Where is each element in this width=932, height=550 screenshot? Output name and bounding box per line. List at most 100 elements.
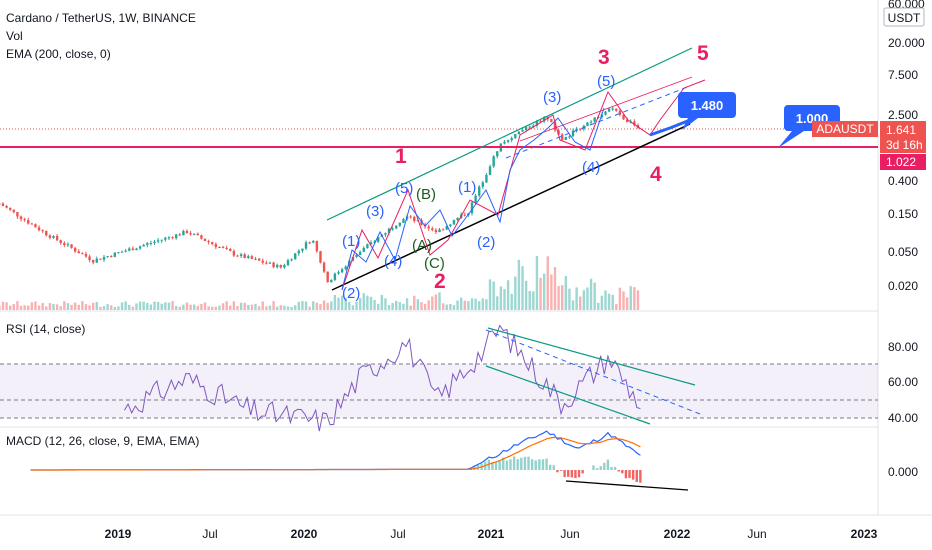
macd-histogram: [469, 456, 642, 483]
ema-legend[interactable]: EMA (200, close, 0): [6, 47, 111, 61]
volume-bar: [568, 288, 571, 310]
volume-bar: [636, 290, 640, 310]
red-trend-line[interactable]: [519, 76, 693, 142]
candle-body: [160, 239, 163, 241]
candle-body: [391, 228, 394, 230]
volume-bar: [319, 304, 322, 310]
rsi-legend[interactable]: RSI (14, close): [6, 322, 85, 336]
volume-bar: [416, 299, 420, 310]
price-tick: 20.000: [888, 36, 925, 50]
volume-bar: [557, 285, 560, 310]
macd-hist-bar: [631, 470, 635, 480]
wave-label-b: (B): [416, 186, 436, 203]
macd-legend[interactable]: MACD (12, 26, close, 9, EMA, EMA): [6, 434, 199, 448]
rsi-channel-lower[interactable]: [485, 365, 651, 425]
candle-body: [41, 230, 44, 232]
volume-bar: [409, 305, 412, 310]
candle-body: [376, 237, 380, 242]
candle-body: [560, 134, 564, 140]
volume-bar: [95, 302, 98, 310]
candle-body: [178, 234, 181, 236]
target-callout-1[interactable]: [678, 92, 736, 118]
volume-bar: [362, 293, 365, 310]
macd-tick: 0.000: [888, 465, 918, 479]
candle-body: [553, 122, 557, 131]
channel-upper-line[interactable]: [326, 47, 693, 221]
volume-bar: [308, 306, 311, 310]
macd-hist-bar: [556, 470, 559, 473]
candle-body: [229, 248, 232, 252]
macd-hist-bar: [610, 466, 613, 470]
volume-bar: [301, 301, 304, 310]
macd-divergence-line[interactable]: [565, 480, 689, 491]
volume-bar: [445, 304, 448, 310]
volume-bar: [45, 306, 48, 310]
candle-body: [481, 182, 485, 187]
channel-mid-line[interactable]: [505, 85, 691, 159]
price-badge-countdown: 3d 16h: [886, 138, 923, 152]
candle-body: [19, 216, 23, 220]
wave-label-5-sub: (5): [395, 180, 413, 197]
candle-body: [319, 251, 322, 263]
candle-body: [102, 256, 106, 260]
wave-label-primary-4: 4: [650, 163, 662, 186]
volume-bar: [66, 303, 70, 310]
candle-body: [84, 253, 88, 257]
candle-body: [156, 240, 160, 242]
volume-bar: [467, 301, 470, 310]
volume-bar: [247, 304, 250, 310]
candle-body: [5, 206, 8, 208]
volume-bar: [214, 306, 218, 310]
macd-hist-bar: [570, 470, 574, 478]
volume-bar: [593, 282, 596, 310]
candle-body: [0, 203, 1, 205]
volume-bar: [113, 306, 117, 310]
candle-body: [575, 128, 578, 131]
volume-bar: [322, 300, 326, 310]
channel-lower-line[interactable]: [331, 123, 691, 291]
volume-bar: [203, 302, 207, 310]
candle-body: [524, 127, 528, 130]
volume-bar: [160, 303, 163, 310]
candle-body: [326, 271, 329, 283]
volume-bar: [420, 302, 423, 310]
volume-bar: [174, 305, 178, 310]
time-tick: 2023: [851, 527, 878, 541]
macd-hist-bar: [545, 458, 548, 470]
wave-count-path: [341, 79, 706, 291]
macd-hist-bar: [628, 470, 631, 478]
time-tick: 2021: [478, 527, 505, 541]
price-tick: 0.400: [888, 174, 918, 188]
volume-bar: [344, 297, 347, 310]
volume-bar: [423, 303, 427, 310]
volume-bar: [0, 305, 1, 310]
volume-bar: [463, 300, 466, 310]
vol-legend[interactable]: Vol: [6, 29, 23, 43]
candle-body: [297, 250, 301, 254]
volume-bar: [59, 306, 62, 310]
macd-hist-bar: [599, 466, 602, 470]
candle-body: [542, 117, 546, 122]
rsi-channel-upper[interactable]: [487, 327, 696, 386]
candle-body: [571, 130, 575, 137]
candle-body: [214, 244, 218, 248]
volume-bar: [243, 302, 246, 310]
candle-body: [171, 237, 174, 239]
volume-bar: [164, 302, 167, 310]
candle-body: [366, 244, 369, 248]
volume-bar: [481, 298, 485, 310]
price-axis[interactable]: 60.000 USDT 20.000 7.500 2.500 0.400 0.1…: [883, 0, 925, 293]
volume-bar: [391, 302, 394, 310]
volume-bar: [84, 304, 88, 310]
volume-bar: [351, 305, 355, 310]
volume-bar: [539, 277, 542, 310]
volume-bar: [124, 301, 127, 310]
volume-bar: [138, 301, 142, 310]
time-axis[interactable]: 2019 Jul 2020 Jul 2021 Jun 2022 Jun 2023: [105, 527, 878, 541]
volume-bar: [456, 300, 459, 310]
rsi-channel-mid[interactable]: [485, 329, 701, 415]
time-tick: Jul: [390, 527, 405, 541]
currency-label-box[interactable]: [883, 7, 925, 27]
rsi-tick: 80.00: [888, 340, 918, 354]
